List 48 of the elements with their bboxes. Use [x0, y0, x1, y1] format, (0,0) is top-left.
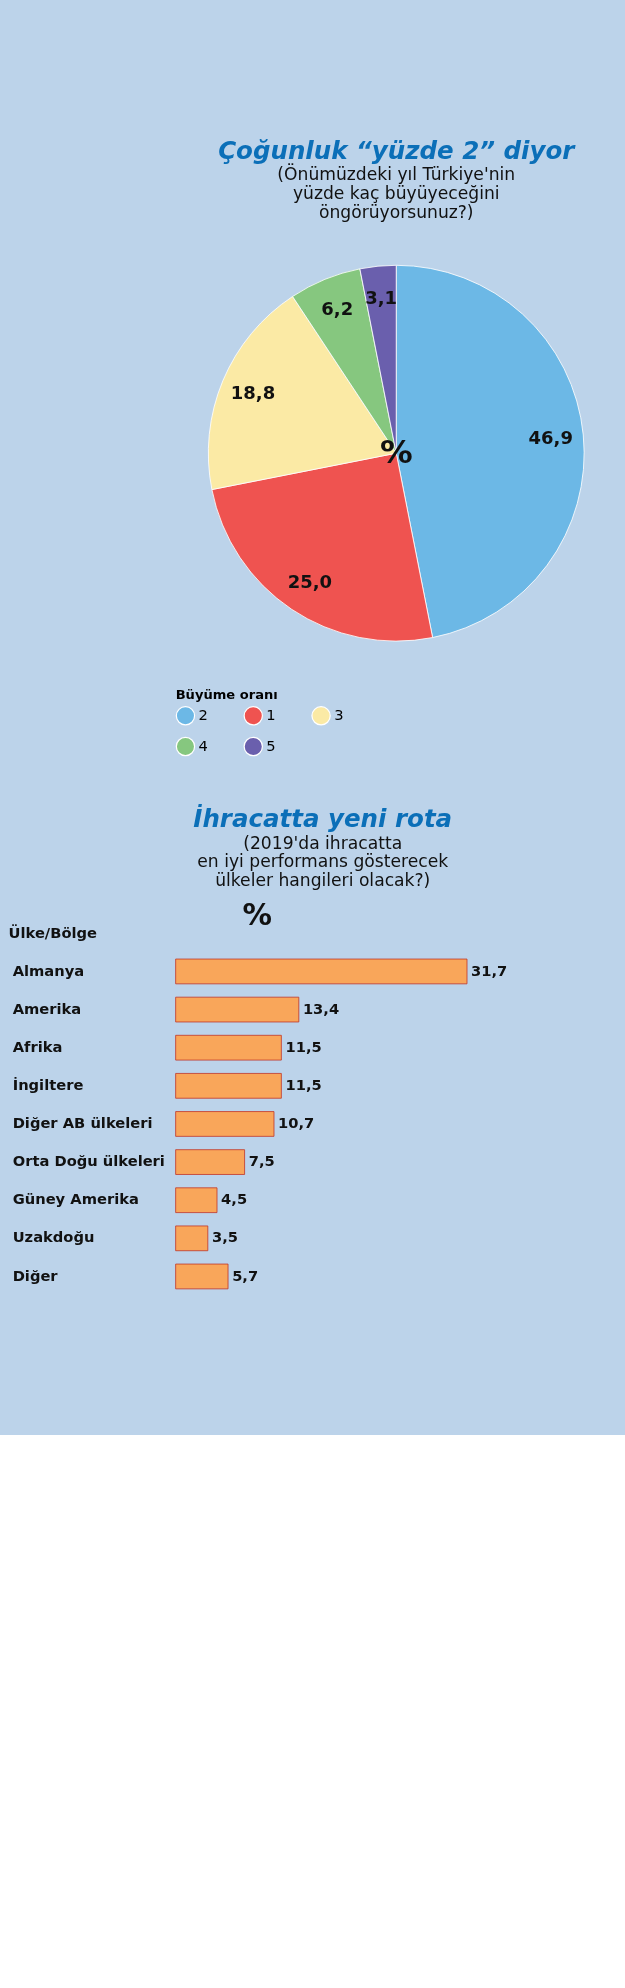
text: yüzde kaç büyüyeceğini	[292, 183, 500, 204]
data-label: 4,5	[221, 1190, 248, 1208]
text: %	[242, 897, 273, 932]
y-tick-label: Afrika	[12, 1037, 63, 1055]
bar	[175, 1073, 282, 1099]
legend-label: 2	[198, 705, 208, 723]
data-label: 31,7	[471, 961, 508, 979]
bar	[175, 958, 468, 985]
legend-label: 4	[198, 736, 208, 754]
text: (Önümüzdeki yıl Türkiye'nin	[277, 164, 516, 185]
bar	[175, 1263, 229, 1290]
data-label: 3,1	[365, 287, 398, 309]
bar	[175, 1034, 282, 1061]
legend-label: 1	[266, 705, 276, 723]
y-tick-label: Güney Amerika	[12, 1190, 139, 1208]
chart-title: Çoğunluk “yüzde 2” diyor	[218, 136, 577, 166]
bar	[175, 1187, 218, 1214]
text: %	[379, 433, 413, 472]
y-axis-title: Ülke/Bölge	[8, 924, 98, 942]
text: (2019'da ihracatta	[243, 832, 403, 853]
data-label: 18,8	[230, 382, 276, 404]
legend-label: 5	[266, 736, 276, 754]
y-tick-label: Almanya	[12, 961, 85, 979]
bar	[175, 1111, 275, 1137]
chart-title: İhracatta yeni rota	[193, 804, 453, 834]
y-tick-label: Diğer	[12, 1266, 59, 1284]
bar	[175, 996, 300, 1023]
data-label: 13,4	[302, 999, 340, 1017]
text: en iyi performans gösterecek	[197, 851, 449, 872]
y-tick-label: Amerika	[12, 999, 82, 1017]
legend-title: Büyüme oranı	[175, 687, 278, 703]
data-label: 46,9	[528, 426, 573, 448]
data-label: 25,0	[287, 570, 332, 592]
data-label: 7,5	[248, 1152, 275, 1170]
y-tick-label: Orta Doğu ülkeleri	[12, 1152, 165, 1170]
bar	[175, 1149, 245, 1175]
y-tick-label: İngiltere	[12, 1075, 84, 1093]
data-label: 11,5	[285, 1037, 322, 1055]
y-tick-label: Uzakdoğu	[12, 1228, 95, 1246]
y-tick-label: Diğer AB ülkeleri	[12, 1114, 153, 1132]
data-label: 3,5	[211, 1228, 238, 1246]
data-label: 6,2	[321, 298, 354, 320]
data-label: 5,7	[232, 1266, 259, 1284]
legend-label: 3	[334, 705, 344, 723]
data-label: 11,5	[285, 1075, 322, 1093]
data-label: 10,7	[278, 1114, 315, 1132]
bar	[175, 1225, 209, 1252]
text: ülkeler hangileri olacak?)	[215, 870, 431, 891]
